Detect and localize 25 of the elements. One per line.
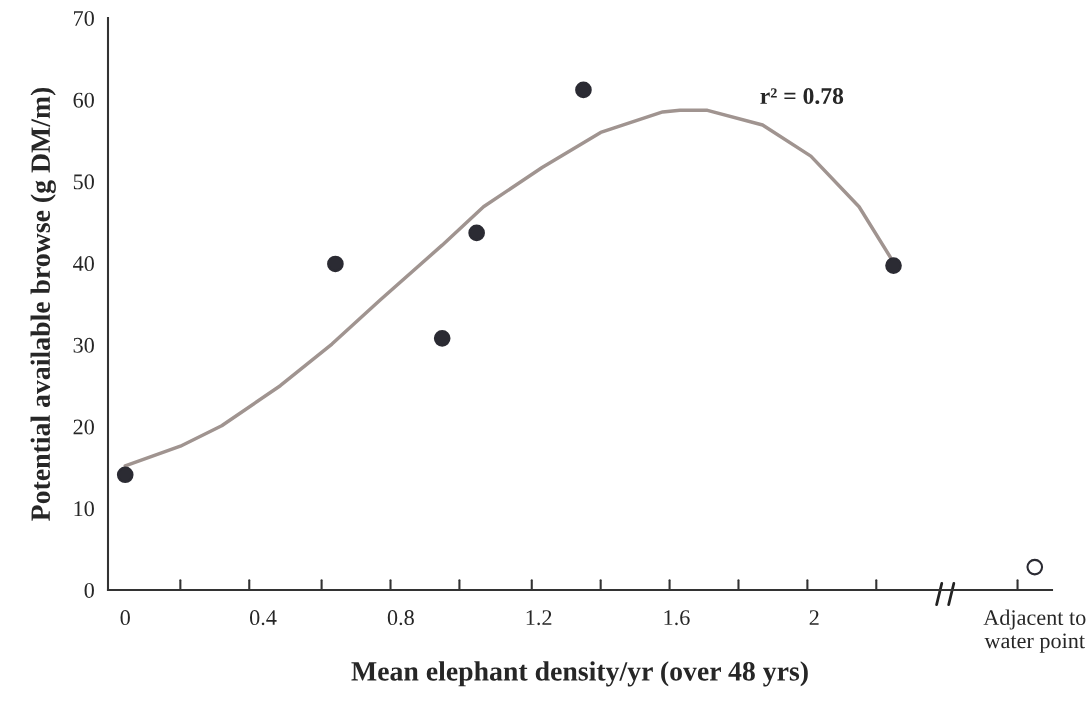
y-tick-label: 30	[73, 337, 94, 353]
x-tick-label: 0.8	[387, 610, 414, 626]
annotation: r² = 0.78	[760, 88, 844, 105]
y-axis-title: Potential available browse (g DM/m)	[30, 87, 56, 521]
y-tick-label: 40	[73, 256, 94, 272]
y-tick-label: 70	[74, 10, 94, 26]
point	[885, 257, 902, 274]
y-tick-label: 0	[84, 582, 94, 598]
x-tick-label: 1.6	[664, 610, 690, 626]
point	[468, 224, 485, 242]
point	[575, 81, 592, 99]
x-tick-label: 0.4	[249, 610, 277, 626]
point	[433, 330, 451, 347]
y-tick-label: 60	[73, 92, 94, 108]
y-tick-label: 50	[73, 174, 94, 190]
y-tick-label: 20	[73, 419, 94, 435]
x-tick-label: 1.2	[526, 610, 552, 626]
x-axis-title: Mean elephant density/yr (over 48 yrs)	[351, 661, 808, 687]
point	[116, 466, 134, 484]
y-tick-label: 10	[74, 501, 94, 517]
x-tick-label: 2	[809, 610, 819, 625]
point	[327, 255, 344, 273]
x-tick-label: Adjacent to water point	[983, 609, 1086, 653]
x-tick-label: 0	[120, 610, 130, 626]
point	[1026, 558, 1044, 576]
